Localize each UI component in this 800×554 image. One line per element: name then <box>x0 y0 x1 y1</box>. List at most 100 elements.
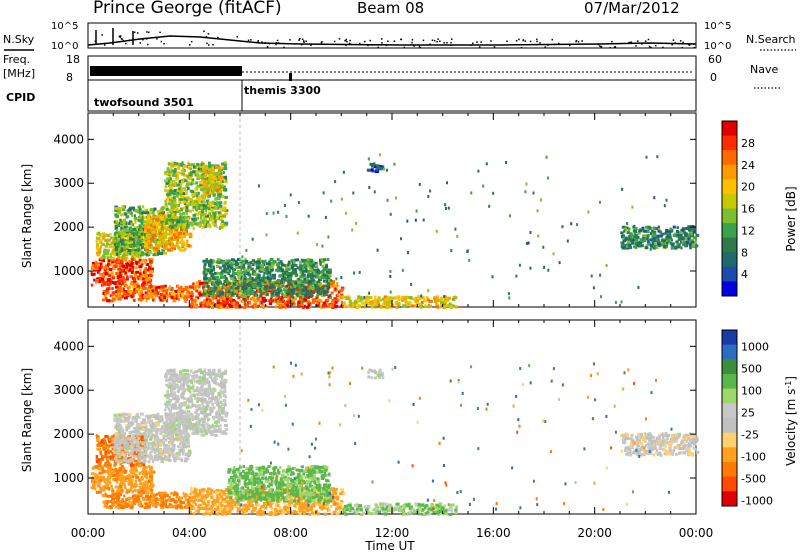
power-cell <box>278 306 282 309</box>
velocity-cell <box>106 458 110 462</box>
power-cell <box>161 285 164 289</box>
power-cell <box>136 245 140 249</box>
power-cell <box>346 296 349 300</box>
noise-point <box>641 43 643 45</box>
power-cell <box>397 297 401 301</box>
power-cell <box>132 228 137 232</box>
power-cell <box>133 233 137 236</box>
power-cell <box>184 242 189 246</box>
power-cell <box>124 240 129 244</box>
power-cell <box>212 193 216 197</box>
power-cell <box>448 302 452 306</box>
power-cell <box>166 232 170 236</box>
power-cell <box>237 282 241 286</box>
power-cell <box>275 305 278 309</box>
power-cell <box>120 239 125 243</box>
power-cell <box>230 286 233 290</box>
power-cell <box>379 305 383 309</box>
power-cell <box>127 229 132 233</box>
power-cell <box>169 220 173 224</box>
noise-point <box>393 40 396 42</box>
power-cell <box>104 264 108 268</box>
power-cell <box>160 235 163 238</box>
power-cell <box>182 235 186 239</box>
power-cell <box>288 276 292 280</box>
power-cell <box>214 217 218 221</box>
power-cell <box>377 301 380 305</box>
power-cell <box>199 184 203 188</box>
power-cell <box>106 290 110 294</box>
velocity-cell <box>145 476 149 480</box>
power-cell <box>307 300 311 304</box>
power-cell <box>159 226 163 230</box>
power-cell <box>242 281 246 285</box>
noise-point <box>400 38 402 41</box>
power-cell <box>101 280 105 284</box>
power-cell <box>253 272 258 276</box>
power-cell <box>212 295 216 299</box>
power-cell <box>360 297 363 301</box>
power-cell <box>623 229 626 233</box>
power-cell <box>655 234 660 238</box>
power-cell <box>675 240 679 244</box>
power-cell <box>629 246 633 250</box>
power-cell <box>107 287 111 291</box>
power-cell <box>355 306 360 309</box>
power-cell <box>219 260 224 264</box>
power-cell <box>177 191 181 195</box>
power-cell <box>644 246 649 250</box>
power-cell <box>124 258 127 262</box>
power-cell <box>265 268 269 271</box>
power-cell <box>228 292 232 296</box>
power-cell <box>174 201 177 205</box>
velocity-cell <box>112 477 116 481</box>
power-cell <box>631 205 634 209</box>
power-cell <box>282 298 285 302</box>
velocity-cell <box>147 471 150 475</box>
power-cell <box>310 262 314 266</box>
noise-point <box>514 44 517 46</box>
power-cell <box>234 305 239 309</box>
power-cell <box>189 175 192 179</box>
power-cell <box>245 303 249 307</box>
power-cell <box>120 222 123 226</box>
power-cell <box>656 236 660 240</box>
power-cell <box>408 302 412 306</box>
power-cell <box>219 217 224 221</box>
power-cell <box>198 291 201 295</box>
power-cell <box>621 225 626 229</box>
velocity-cell <box>112 470 115 474</box>
noise-point <box>364 40 366 43</box>
power-cell <box>134 230 137 234</box>
power-cell <box>313 289 316 293</box>
power-cell <box>307 303 311 307</box>
power-cell <box>306 275 310 278</box>
power-cell <box>167 208 172 212</box>
power-cell <box>233 290 237 293</box>
power-cell <box>125 262 130 266</box>
power-cell <box>152 223 156 227</box>
power-cell <box>147 246 151 250</box>
power-cell <box>126 245 129 249</box>
noise-point <box>600 45 603 48</box>
power-cell <box>133 237 137 241</box>
noise-point <box>190 40 193 43</box>
power-cell <box>286 297 289 301</box>
velocity-cell <box>109 469 112 473</box>
power-cell <box>147 214 151 218</box>
power-cell <box>95 251 99 255</box>
power-cell <box>282 280 286 284</box>
power-cell <box>297 280 301 284</box>
power-cell <box>242 305 247 309</box>
power-cell <box>134 220 137 224</box>
noise-point <box>148 31 150 34</box>
power-colorbar-swatch <box>722 281 737 297</box>
power-cell <box>224 291 228 295</box>
power-cell <box>419 305 423 309</box>
power-cell <box>103 250 107 254</box>
power-cell <box>114 207 118 210</box>
power-cell <box>211 190 215 194</box>
power-cell <box>268 260 271 264</box>
velocity-cell <box>141 463 144 467</box>
power-cell <box>561 225 564 229</box>
